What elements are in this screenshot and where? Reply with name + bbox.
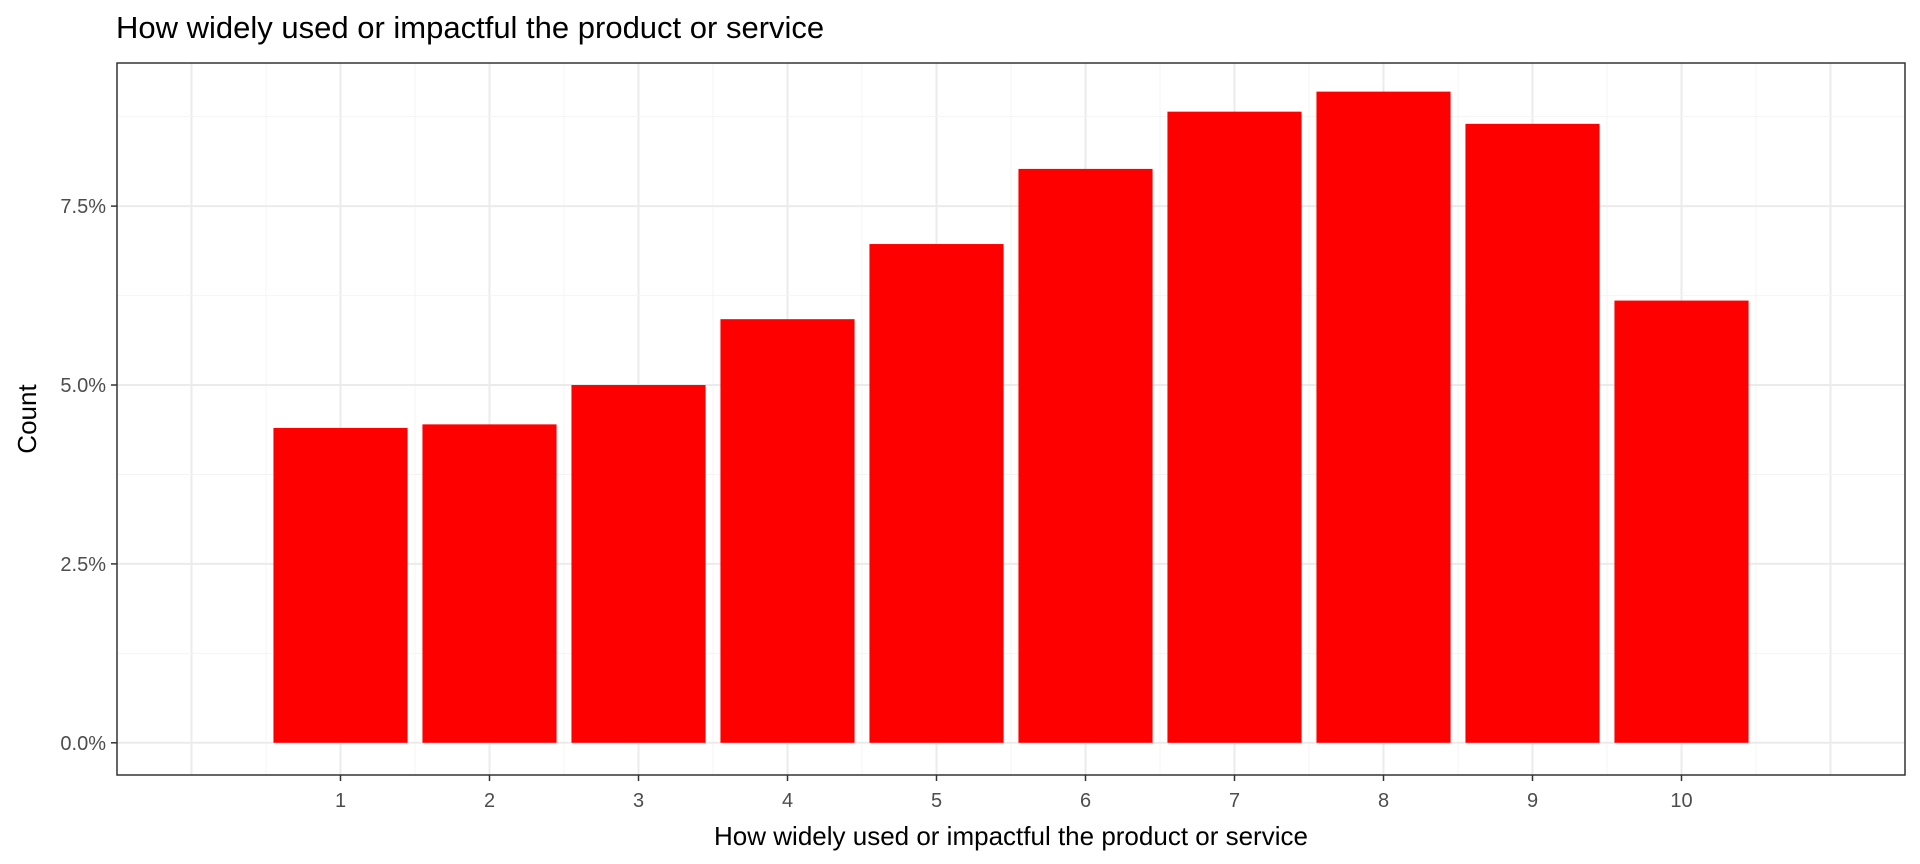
x-tick-label: 1 xyxy=(335,790,346,812)
y-axis: 0.0% 2.5% 5.0% 7.5% xyxy=(60,196,117,755)
x-tick-label: 7 xyxy=(1229,790,1240,812)
x-tick-label: 3 xyxy=(633,790,644,812)
x-axis: 1 2 3 4 5 6 7 8 9 10 xyxy=(335,775,1693,812)
y-axis-title: Count xyxy=(12,384,42,454)
bar-7 xyxy=(1167,111,1302,743)
bar-1 xyxy=(273,427,408,743)
x-axis-title: How widely used or impactful the product… xyxy=(714,821,1308,851)
y-tick-label: 7.5% xyxy=(60,196,106,218)
bar-10 xyxy=(1614,300,1749,743)
bar-6 xyxy=(1018,168,1153,743)
bar-9 xyxy=(1465,123,1600,743)
x-tick-label: 5 xyxy=(931,790,942,812)
bar-5 xyxy=(869,244,1004,743)
bar-8 xyxy=(1316,91,1451,743)
bar-4 xyxy=(720,319,855,743)
x-tick-label: 2 xyxy=(484,790,495,812)
chart-title: How widely used or impactful the product… xyxy=(116,10,825,45)
bars xyxy=(273,91,1749,743)
x-tick-label: 6 xyxy=(1080,790,1091,812)
bar-3 xyxy=(571,385,706,743)
y-tick-label: 0.0% xyxy=(60,733,106,755)
y-tick-label: 2.5% xyxy=(60,554,106,576)
y-tick-label: 5.0% xyxy=(60,375,106,397)
x-tick-label: 4 xyxy=(782,790,793,812)
x-tick-label: 9 xyxy=(1527,790,1538,812)
bar-2 xyxy=(422,424,557,743)
x-tick-label: 8 xyxy=(1378,790,1389,812)
panel-border xyxy=(116,62,1906,776)
x-tick-label: 10 xyxy=(1670,790,1692,812)
